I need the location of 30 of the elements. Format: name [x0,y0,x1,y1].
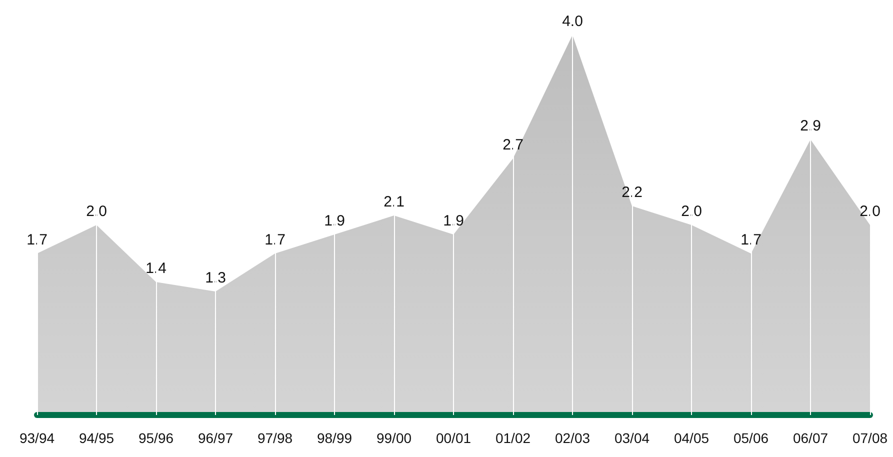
x-tick-label: 00/01 [436,430,472,446]
data-label: 1.7 [26,232,48,248]
data-label: 1.7 [740,232,762,248]
x-tick-label: 98/99 [316,430,352,446]
data-label: 1.9 [443,212,464,230]
data-label: 2.0 [86,203,107,220]
data-label: 4.0 [562,13,583,30]
x-tick-label: 95/96 [138,430,174,446]
x-tick-label: 07/08 [852,430,888,446]
x-tick-label: 02/03 [554,430,590,446]
x-tick-label: 99/00 [376,430,412,446]
x-tick-label: 03/04 [614,430,650,446]
x-tick-label: 96/97 [198,430,234,446]
x-tick-label: 97/98 [257,430,293,446]
data-label: 1.3 [205,270,226,286]
x-tick-label: 94/95 [78,430,114,446]
data-label: 1.9 [324,212,345,230]
x-tick-label: 01/02 [495,430,531,446]
data-label: 1.4 [146,260,166,277]
data-label: 2.2 [622,184,642,201]
x-tick-label: 06/07 [792,430,828,446]
x-tick-label: 93/94 [19,430,55,446]
data-label: 2.9 [800,118,821,134]
data-label: 2.0 [681,203,702,220]
x-tick-label: 05/06 [733,430,769,446]
data-label: 1.7 [264,232,286,248]
data-label: 2.0 [860,203,880,220]
x-tick-label: 04/05 [674,430,710,446]
data-label: 2.1 [384,194,404,210]
data-label: 2.7 [502,136,524,154]
